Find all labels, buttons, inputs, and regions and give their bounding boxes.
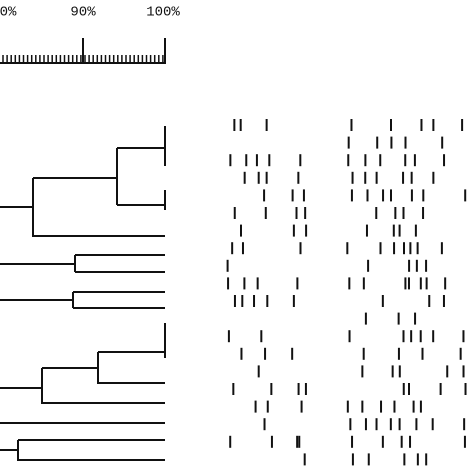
scale-label: 0% <box>0 5 17 21</box>
branch <box>0 254 165 273</box>
branch <box>0 323 166 404</box>
scale-label: 90% <box>70 5 96 21</box>
scale: 0% 90% 100% <box>0 5 180 64</box>
dendrogram <box>0 126 166 461</box>
branch <box>0 291 165 309</box>
scale-minor-ticks <box>2 55 164 63</box>
scale-label: 100% <box>146 5 180 21</box>
branch <box>0 126 166 237</box>
branch <box>0 439 165 461</box>
band-patterns <box>226 119 467 466</box>
